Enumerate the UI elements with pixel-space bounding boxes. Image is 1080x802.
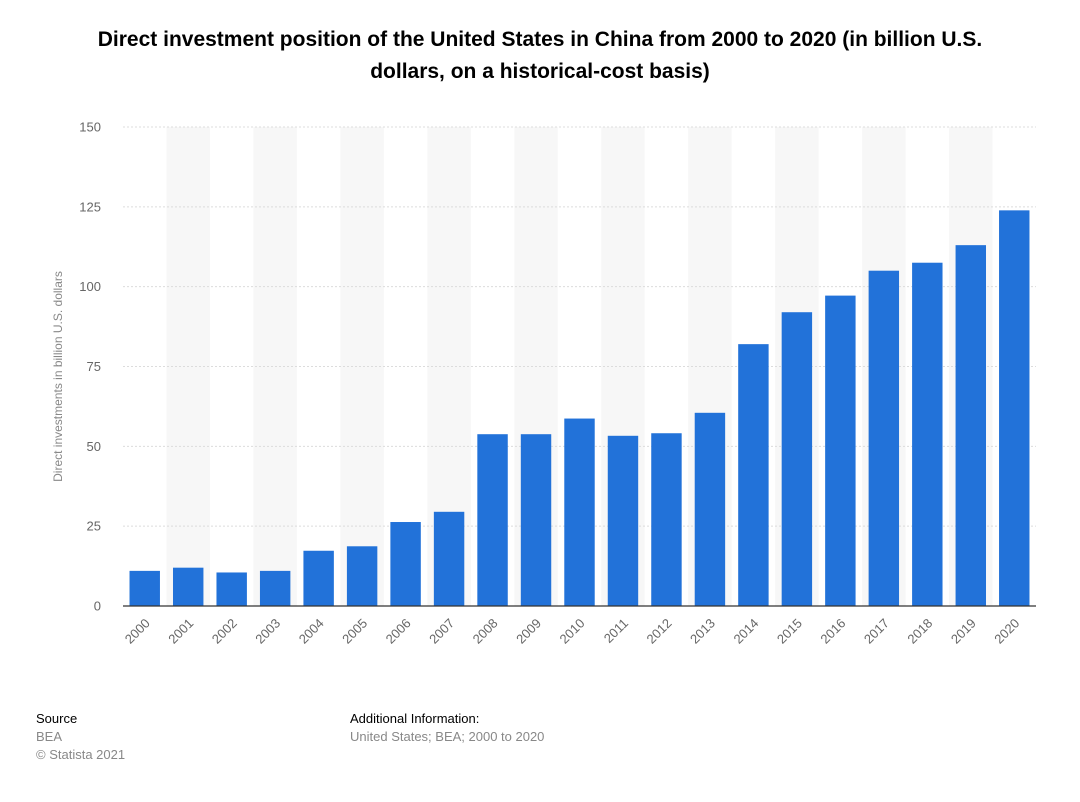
bar [781, 312, 813, 606]
bar [999, 210, 1030, 606]
bar [216, 572, 247, 606]
x-tick-label: 2011 [601, 616, 631, 646]
y-tick-label: 0 [94, 599, 101, 614]
chart-title: Direct investment position of the United… [97, 28, 983, 83]
bar [651, 433, 682, 606]
y-tick-label: 50 [87, 439, 101, 454]
x-tick-label: 2004 [296, 616, 327, 647]
y-tick-label: 125 [79, 199, 101, 214]
bar [520, 434, 552, 606]
bar [694, 412, 726, 606]
y-tick-label: 25 [87, 519, 101, 534]
bar [346, 546, 378, 606]
additional-info-label: Additional Information: [350, 711, 480, 726]
additional-info-block: Additional Information: United States; B… [350, 710, 544, 746]
additional-info-value: United States; BEA; 2000 to 2020 [350, 729, 545, 744]
bar [259, 570, 291, 606]
source-value: BEA [36, 729, 63, 744]
bar [390, 522, 421, 606]
x-tick-label: 2020 [991, 616, 1022, 647]
x-tick-label: 2016 [817, 616, 848, 647]
bar [607, 435, 639, 606]
bar [564, 418, 595, 606]
bar [477, 434, 508, 606]
bar [172, 567, 204, 606]
x-tick-label: 2014 [730, 616, 761, 647]
x-tick-label: 2008 [470, 616, 501, 647]
x-tick-label: 2005 [339, 616, 370, 647]
x-tick-label: 2018 [904, 616, 935, 647]
bars [129, 210, 1030, 607]
bar [912, 262, 943, 606]
bar [738, 344, 769, 606]
bar [825, 295, 856, 606]
x-tick-label: 2019 [948, 616, 979, 647]
x-tick-label: 2006 [383, 616, 414, 647]
x-tick-label: 2007 [426, 616, 457, 647]
x-axis-ticks: 2000 2001 2002 2003 2004 2005 2006 2007 2008 2009… [122, 616, 1023, 647]
x-tick-label: 2009 [513, 616, 544, 647]
y-tick-label: 100 [79, 279, 101, 294]
y-tick-label: 75 [87, 359, 101, 374]
x-tick-label: 2000 [122, 616, 153, 647]
column-band [340, 127, 384, 606]
x-tick-label: 2002 [209, 616, 240, 647]
y-axis-ticks: 0 25 50 75 100 125 150 [79, 120, 101, 614]
bar [303, 550, 334, 606]
copyright: © Statista 2021 [36, 747, 126, 762]
x-tick-label: 2010 [557, 616, 588, 647]
bar [129, 570, 160, 606]
x-tick-label: 2001 [165, 616, 196, 647]
x-tick-label: 2003 [252, 616, 283, 647]
source-block: Source BEA © Statista 2021 [36, 710, 125, 764]
bar [955, 245, 987, 607]
x-tick-label: 2012 [644, 616, 675, 647]
x-tick-label: 2017 [861, 616, 892, 647]
y-axis-label: Direct investments in billion U.S. dolla… [51, 271, 65, 482]
bar [868, 270, 900, 606]
bar [433, 511, 465, 606]
y-tick-label: 150 [79, 120, 101, 135]
x-tick-label: 2015 [774, 616, 805, 647]
source-label: Source [36, 711, 78, 726]
x-tick-label: 2013 [687, 616, 718, 647]
